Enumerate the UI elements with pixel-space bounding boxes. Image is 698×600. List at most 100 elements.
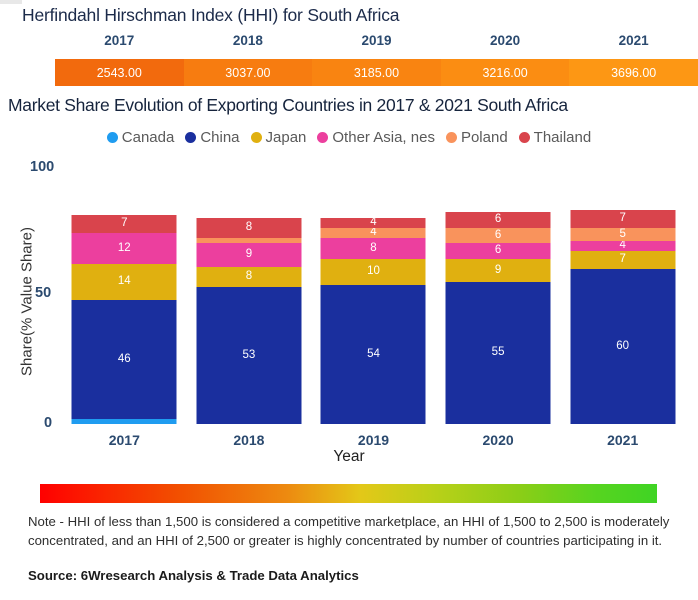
bar-segment-value: 5	[619, 227, 626, 240]
bar-group-2021: 7 5 4 7 60 2021	[560, 166, 685, 448]
bar-group-2020: 6 6 6 9 55 2020	[436, 166, 561, 448]
legend-label: Japan	[265, 129, 307, 146]
x-axis-title: Year	[333, 448, 365, 465]
bar-segment-other-asia-nes[interactable]: 6	[445, 243, 551, 259]
bar-segment-other-asia-nes[interactable]: 12	[71, 233, 177, 265]
bar-segment-value: 9	[494, 263, 502, 276]
bar-stack[interactable]: 7 12 14 46	[71, 215, 177, 424]
bar-segment-japan[interactable]: 7	[570, 251, 676, 270]
bar-segment-value: 54	[367, 347, 380, 360]
x-axis-tick-label: 2021	[607, 432, 639, 448]
chart-legend: Canada China Japan Other Asia, nes Poland Tha…	[0, 129, 698, 146]
hhi-value-cell: 2543.00	[55, 59, 184, 86]
bar-segment-value: 8	[245, 270, 253, 283]
bar-segment-thailand[interactable]: 8	[196, 217, 302, 239]
corner-artifact	[0, 0, 22, 4]
hhi-year-label: 2017	[104, 33, 135, 48]
bar-group-2017: 7 12 14 46 2017	[62, 166, 187, 448]
hhi-value-bar: 2543.00 3037.00 3185.00 3216.00 3696.00	[55, 59, 698, 86]
legend-swatch-icon	[518, 132, 530, 143]
hhi-value-cell: 3037.00	[183, 59, 313, 86]
bar-segment-thailand[interactable]: 7	[71, 215, 177, 234]
bar-stack[interactable]: 4 4 8 10 54	[320, 217, 426, 424]
legend-item-japan[interactable]: Japan	[250, 129, 307, 146]
bar-segment-thailand[interactable]: 7	[570, 209, 676, 228]
bar-segment-value: 6	[494, 228, 502, 241]
legend-swatch-icon	[106, 132, 118, 143]
bar-segment-japan[interactable]: 10	[320, 258, 426, 285]
bar-segment-value: 46	[117, 352, 131, 365]
bar-segment-value: 60	[616, 339, 630, 352]
legend-item-canada[interactable]: Canada	[106, 129, 175, 146]
bar-segment-value: 7	[619, 212, 626, 225]
bar-group-2018: 8 9 8 53 2018	[187, 166, 312, 448]
hhi-value-cell: 3696.00	[569, 59, 698, 86]
x-axis-tick-label: 2017	[108, 432, 140, 448]
bar-segment-value: 10	[367, 265, 380, 278]
legend-swatch-icon	[250, 132, 262, 143]
legend-swatch-icon	[317, 132, 329, 143]
bar-segment-value: 9	[245, 248, 253, 261]
bar-segment-thailand[interactable]: 6	[445, 212, 551, 228]
bar-segment-poland[interactable]	[196, 238, 302, 244]
legend-swatch-icon	[185, 132, 197, 143]
bar-segment-value: 53	[242, 348, 256, 361]
legend-swatch-icon	[445, 132, 457, 143]
bar-segment-other-asia-nes[interactable]: 9	[196, 243, 302, 267]
hhi-year-label: 2019	[361, 33, 392, 48]
bar-segment-china[interactable]: 55	[445, 282, 551, 424]
bar-segment-value: 4	[370, 217, 377, 228]
legend-item-other-asia-nes[interactable]: Other Asia, nes	[317, 129, 435, 146]
bar-segment-canada[interactable]	[71, 418, 177, 424]
bar-segment-japan[interactable]: 8	[196, 266, 302, 288]
bar-segment-poland[interactable]: 4	[320, 227, 426, 239]
bar-segment-value: 14	[117, 275, 131, 288]
y-axis-tick-100: 100	[30, 159, 55, 175]
y-axis-tick-0: 0	[44, 415, 53, 431]
bar-stack[interactable]: 8 9 8 53	[196, 217, 302, 424]
y-axis-tick-50: 50	[35, 285, 52, 301]
legend-item-thailand[interactable]: Thailand	[518, 129, 592, 146]
hhi-year-label: 2021	[618, 33, 649, 48]
hhi-gradient-scale	[40, 484, 657, 503]
hhi-year-label: 2018	[232, 33, 263, 48]
bar-segment-other-asia-nes[interactable]: 8	[320, 238, 426, 259]
bar-segment-value: 6	[494, 244, 502, 257]
bar-stack[interactable]: 7 5 4 7 60	[570, 209, 676, 424]
bar-segment-japan[interactable]: 9	[445, 258, 551, 283]
bar-segment-value: 7	[121, 217, 128, 230]
bar-segment-thailand[interactable]: 4	[320, 217, 426, 228]
legend-label: Other Asia, nes	[332, 129, 435, 146]
legend-item-china[interactable]: China	[185, 129, 240, 146]
bar-segment-other-asia-nes[interactable]: 4	[570, 240, 676, 252]
legend-label: China	[200, 129, 240, 146]
bar-segment-value: 8	[245, 221, 253, 234]
bar-segment-value: 55	[491, 346, 505, 359]
x-axis-tick-label: 2020	[482, 432, 514, 448]
bar-stack[interactable]: 6 6 6 9 55	[445, 212, 551, 424]
hhi-panel-title: Herfindahl Hirschman Index (HHI) for Sou…	[22, 5, 400, 25]
bar-segment-china[interactable]: 54	[320, 284, 426, 424]
legend-label: Thailand	[533, 129, 592, 146]
y-axis-title: Share(% Value Share)	[18, 227, 36, 376]
x-axis-tick-label: 2018	[233, 432, 265, 448]
hhi-value-cell: 3216.00	[440, 59, 570, 86]
bar-segment-value: 4	[370, 227, 377, 239]
legend-label: Canada	[121, 129, 175, 146]
bar-segment-poland[interactable]: 6	[445, 227, 551, 244]
footer-source: Source: 6Wresearch Analysis & Trade Data…	[28, 568, 359, 583]
bar-segment-poland[interactable]: 5	[570, 227, 676, 241]
hhi-year-header-row: 2017 2018 2019 2020 2021	[55, 33, 698, 53]
bar-segment-japan[interactable]: 14	[71, 264, 177, 301]
legend-item-poland[interactable]: Poland	[445, 129, 508, 146]
hhi-value-cell: 3185.00	[312, 59, 441, 86]
bar-segment-china[interactable]: 46	[71, 300, 177, 419]
bar-segment-china[interactable]: 60	[570, 269, 676, 424]
footer-note: Note - HHI of less than 1,500 is conside…	[28, 514, 670, 549]
stacked-bar-series: 7 12 14 46 2017 8 9 8 53 2018 4 4 8 10 54 2019 6 6 6 9 55 202…	[62, 166, 685, 448]
bar-segment-china[interactable]: 53	[196, 287, 302, 424]
x-axis-tick-label: 2019	[357, 432, 390, 448]
plot-area: 100 50 0 Share(% Value Share) 7 12 14 46 201…	[18, 159, 685, 465]
bar-segment-value: 6	[494, 213, 502, 226]
bar-group-2019: 4 4 8 10 54 2019	[311, 166, 436, 448]
